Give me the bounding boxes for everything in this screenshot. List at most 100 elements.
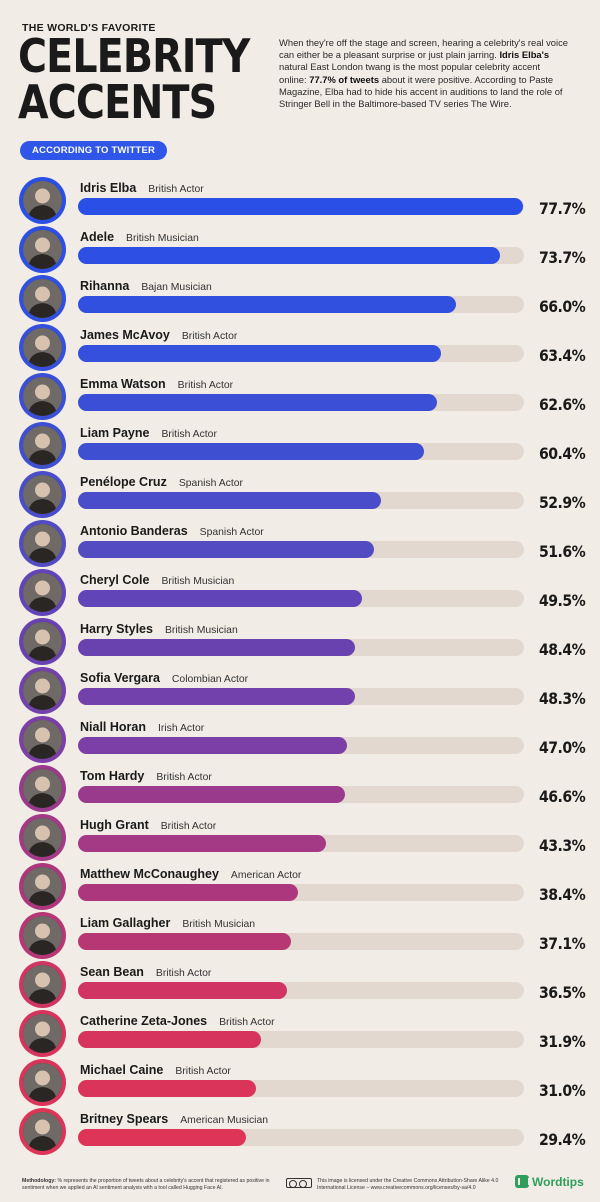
license-note: This image is licensed under the Creativ… xyxy=(317,1178,499,1191)
bar xyxy=(78,933,291,950)
bar xyxy=(78,394,437,411)
value-label: 38.4% xyxy=(539,885,586,904)
bar-track xyxy=(78,247,524,264)
chart-row: Catherine Zeta-Jones British Actor 31.9% xyxy=(0,1003,600,1057)
celebrity-role: Spanish Actor xyxy=(199,527,264,538)
celebrity-avatar xyxy=(19,1059,66,1106)
value-label: 48.3% xyxy=(539,689,586,708)
celebrity-name-text: Penélope Cruz xyxy=(80,475,167,489)
bar xyxy=(78,1129,247,1146)
page-title: CELEBRITY ACCENTS xyxy=(18,33,250,125)
bar-track xyxy=(78,492,524,509)
value-label: 60.4% xyxy=(539,444,586,463)
bar xyxy=(78,590,362,607)
celebrity-name-text: Emma Watson xyxy=(80,377,166,391)
footer: Methodology: % represents the proportion… xyxy=(0,1168,600,1202)
celebrity-name-text: James McAvoy xyxy=(80,328,170,342)
celebrity-name: Cheryl Cole British Musician xyxy=(80,573,234,587)
celebrity-avatar xyxy=(19,324,66,371)
bar xyxy=(78,884,298,901)
bar-track xyxy=(78,786,524,803)
source-badge: ACCORDING TO TWITTER xyxy=(20,141,168,160)
chart-row: Emma Watson British Actor 62.6% xyxy=(0,366,600,420)
celebrity-name-text: Cheryl Cole xyxy=(80,573,150,587)
title-line-2: ACCENTS xyxy=(18,75,217,129)
celebrity-role: British Actor xyxy=(181,331,238,342)
celebrity-name-text: Harry Styles xyxy=(80,622,153,636)
bar-track xyxy=(78,737,524,754)
celebrity-name: Michael Caine British Actor xyxy=(80,1063,231,1077)
chart-row: Rihanna Bajan Musician 66.0% xyxy=(0,268,600,322)
chart-row: Sean Bean British Actor 36.5% xyxy=(0,954,600,1008)
celebrity-avatar xyxy=(19,569,66,616)
person-icon xyxy=(23,524,62,563)
person-icon xyxy=(23,769,62,808)
celebrity-role: British Actor xyxy=(177,380,234,391)
celebrity-name: Emma Watson British Actor xyxy=(80,377,233,391)
celebrity-role: British Actor xyxy=(161,429,217,440)
chart-row: Penélope Cruz Spanish Actor 52.9% xyxy=(0,464,600,518)
value-label: 77.7% xyxy=(539,199,586,218)
value-label: 29.4% xyxy=(539,1130,586,1149)
celebrity-role: British Musician xyxy=(182,919,256,930)
celebrity-avatar xyxy=(19,471,66,518)
person-icon xyxy=(23,573,62,612)
celebrity-avatar xyxy=(19,961,66,1008)
celebrity-avatar xyxy=(19,373,66,420)
bar xyxy=(78,1031,261,1048)
celebrity-name-text: Michael Caine xyxy=(80,1063,164,1077)
celebrity-name-text: Britney Spears xyxy=(80,1112,169,1126)
celebrity-name: Sofia Vergara Colombian Actor xyxy=(80,671,248,685)
bar-track xyxy=(78,1080,524,1097)
value-label: 37.1% xyxy=(539,934,586,953)
person-icon xyxy=(23,181,62,220)
creative-commons-icon xyxy=(286,1178,312,1188)
celebrity-name: Catherine Zeta-Jones British Actor xyxy=(80,1014,275,1028)
value-label: 49.5% xyxy=(539,591,586,610)
celebrity-role: British Actor xyxy=(219,1017,275,1028)
chart-row: Liam Payne British Actor 60.4% xyxy=(0,415,600,469)
celebrity-role: Spanish Actor xyxy=(178,478,243,489)
chart-row: Liam Gallagher British Musician 37.1% xyxy=(0,905,600,959)
celebrity-name-text: Antonio Banderas xyxy=(80,524,188,538)
person-icon xyxy=(23,1112,62,1151)
celebrity-role: American Actor xyxy=(230,870,302,881)
bar xyxy=(78,737,348,754)
bar-track xyxy=(78,345,524,362)
celebrity-name: Sean Bean British Actor xyxy=(80,965,211,979)
bar xyxy=(78,786,345,803)
person-icon xyxy=(23,1014,62,1053)
celebrity-name: Liam Payne British Actor xyxy=(80,426,217,440)
celebrity-avatar xyxy=(19,422,66,469)
celebrity-name-text: Hugh Grant xyxy=(80,818,149,832)
celebrity-name-text: Tom Hardy xyxy=(80,769,145,783)
intro-text-1: When they're off the stage and screen, h… xyxy=(279,37,568,61)
header: THE WORLD'S FAVORITE CELEBRITY ACCENTS A… xyxy=(0,0,600,165)
intro-paragraph: When they're off the stage and screen, h… xyxy=(279,37,569,110)
chart-row: Idris Elba British Actor 77.7% xyxy=(0,170,600,224)
person-icon xyxy=(23,867,62,906)
bar-track xyxy=(78,541,524,558)
person-icon xyxy=(23,671,62,710)
chart-row: Sofia Vergara Colombian Actor 48.3% xyxy=(0,660,600,714)
person-icon xyxy=(23,230,62,269)
chart-row: Niall Horan Irish Actor 47.0% xyxy=(0,709,600,763)
chart-row: Harry Styles British Musician 48.4% xyxy=(0,611,600,665)
value-label: 43.3% xyxy=(539,836,586,855)
celebrity-name: Tom Hardy British Actor xyxy=(80,769,212,783)
value-label: 66.0% xyxy=(539,297,586,316)
value-label: 47.0% xyxy=(539,738,586,757)
chart-row: Cheryl Cole British Musician 49.5% xyxy=(0,562,600,616)
bar xyxy=(78,1080,256,1097)
celebrity-role: American Musician xyxy=(180,1115,269,1126)
title-line-1: CELEBRITY xyxy=(18,29,250,83)
bar-track xyxy=(78,982,524,999)
celebrity-name-text: Liam Gallagher xyxy=(80,916,171,930)
value-label: 51.6% xyxy=(539,542,586,561)
celebrity-name: Rihanna Bajan Musician xyxy=(80,279,212,293)
celebrity-name: Adele British Musician xyxy=(80,230,199,244)
celebrity-name-text: Liam Payne xyxy=(80,426,150,440)
bar-track xyxy=(78,198,524,215)
methodology-label: Methodology: xyxy=(22,1178,56,1184)
celebrity-name: Niall Horan Irish Actor xyxy=(80,720,204,734)
